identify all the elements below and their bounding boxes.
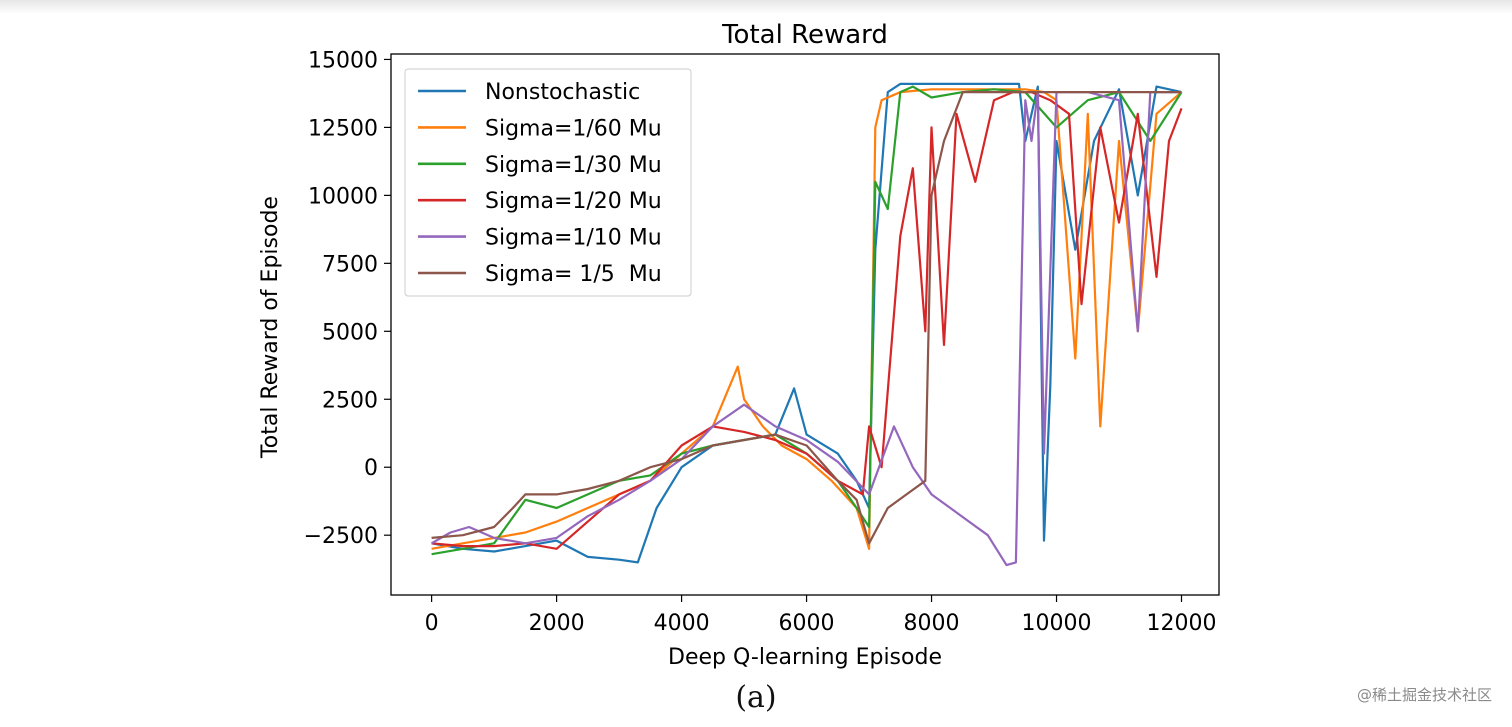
x-tick-label: 2000	[529, 611, 585, 636]
x-tick-label: 6000	[779, 611, 835, 636]
y-tick-label: 15000	[308, 48, 378, 73]
legend-box	[404, 68, 692, 297]
y-tick-label: 5000	[322, 320, 378, 345]
legend: Nonstochastic Sigma=1/60 Mu Sigma=1/30 Mu S…	[404, 68, 692, 297]
x-tick-label: 10000	[1022, 611, 1092, 636]
legend-label-6: Sigma= 1/5 Mu	[485, 262, 662, 287]
x-tick-label: 4000	[654, 611, 710, 636]
legend-label-5: Sigma=1/10 Mu	[485, 226, 662, 251]
y-tick-label: 7500	[322, 252, 378, 277]
x-axis-ticks: 0 2000 4000 6000 8000 10000 12000	[425, 595, 1217, 636]
x-tick-label: 12000	[1147, 611, 1217, 636]
series-line-1	[431, 82, 1182, 564]
series-group	[431, 82, 1183, 567]
x-tick-label: 0	[425, 611, 439, 636]
top-bar	[0, 0, 1512, 14]
series-line-5	[431, 90, 1182, 567]
series-line-2	[431, 88, 1183, 550]
x-tick-label: 8000	[904, 611, 960, 636]
line-chart: 0 2000 4000 6000 8000 10000 12000 −2500 0 2500 50…	[258, 20, 1220, 670]
legend-label-4: Sigma=1/20 Mu	[485, 189, 662, 214]
legend-label-3: Sigma=1/30 Mu	[485, 153, 662, 178]
x-axis-label: Deep Q-learning Episode	[668, 645, 942, 670]
y-tick-label: 10000	[308, 184, 378, 209]
series-line-4	[431, 90, 1183, 550]
figure-caption: (a)	[735, 680, 777, 715]
y-axis-ticks: −2500 0 2500 5000 7500 10000 12500 15000	[304, 48, 391, 549]
y-axis-label: Total Reward of Episode	[258, 196, 283, 459]
chart-title: Total Reward	[721, 20, 888, 50]
y-tick-label: 12500	[308, 116, 378, 141]
legend-label-2: Sigma=1/60 Mu	[485, 116, 662, 141]
watermark: @稀土掘金技术社区	[1356, 686, 1492, 704]
series-line-6	[431, 90, 1182, 545]
legend-label-1: Nonstochastic	[485, 80, 640, 105]
y-tick-label: 0	[364, 456, 378, 481]
y-tick-label: 2500	[322, 388, 378, 413]
y-tick-label: −2500	[304, 524, 378, 549]
